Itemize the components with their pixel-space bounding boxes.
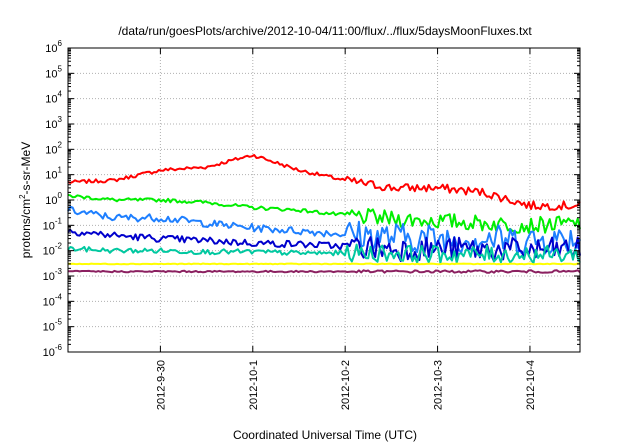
y-tick-label: 10-4 <box>43 292 63 308</box>
series-lines <box>67 154 581 274</box>
y-tick-label: 104 <box>45 90 62 106</box>
x-tick-label: 2012-10-1 <box>248 360 260 410</box>
series-line <box>67 229 581 262</box>
chart-title: /data/run/goesPlots/archive/2012-10-04/1… <box>118 24 532 38</box>
y-tick-label: 102 <box>45 140 62 156</box>
axis-ticks: 10-6 10-5 10-4 10-3 10-2 10-1 100 101 102 103 104 1… <box>43 39 580 410</box>
y-tick-label: 101 <box>45 166 62 182</box>
y-tick-label: 10-6 <box>43 343 63 359</box>
series-line <box>67 205 581 256</box>
y-tick-label: 106 <box>45 39 62 55</box>
x-tick-label: 2012-10-4 <box>525 360 537 410</box>
x-axis-label: Coordinated Universal Time (UTC) <box>233 428 417 442</box>
y-tick-label: 105 <box>45 64 62 80</box>
series-line <box>67 243 581 265</box>
y-tick-label: 103 <box>45 115 62 131</box>
y-tick-label: 100 <box>45 191 62 207</box>
series-line <box>67 262 581 266</box>
x-tick-label: 2012-10-3 <box>433 360 445 410</box>
series-line <box>67 269 581 274</box>
y-tick-label: 10-1 <box>43 216 63 232</box>
y-tick-label: 10-5 <box>43 318 63 334</box>
series-line <box>67 154 581 211</box>
x-tick-label: 2012-9-30 <box>155 360 167 410</box>
x-tick-label: 2012-10-2 <box>340 360 352 410</box>
y-tick-label: 10-2 <box>43 242 63 258</box>
y-tick-label: 10-3 <box>43 267 63 283</box>
y-axis-label-text: protons/cm2-s-sr-MeV <box>18 142 33 258</box>
series-line <box>67 193 581 234</box>
y-axis-label: protons/cm2-s-sr-MeV <box>18 142 33 258</box>
